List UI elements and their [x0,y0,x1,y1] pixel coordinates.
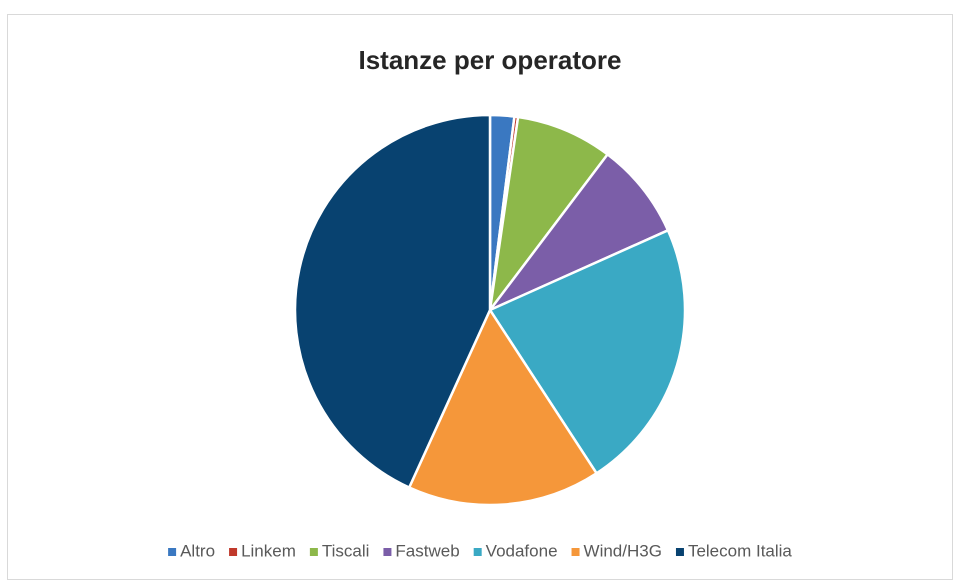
legend-label: Tiscali [322,541,370,560]
legend-label: Vodafone [486,541,558,560]
legend-label: Linkem [241,541,296,560]
pie-slice [293,113,492,490]
pie-slice [488,115,610,311]
legend-swatch [168,548,177,556]
legend-swatch [675,548,684,556]
legend-label: Telecom Italia [688,541,792,560]
legend-swatch [229,548,238,556]
legend-label: Wind/H3G [584,541,662,560]
pie-slice [407,307,599,507]
legend-label: Fastweb [395,541,459,560]
pie-slice [489,152,670,312]
legend-swatch [571,548,580,556]
legend-swatch [309,548,318,556]
legend-swatch [473,548,482,556]
chart-title: Istanze per operatore [359,45,622,75]
legend-label: Altro [180,541,215,560]
pie-slice [488,228,687,476]
legend-swatch [383,548,392,556]
